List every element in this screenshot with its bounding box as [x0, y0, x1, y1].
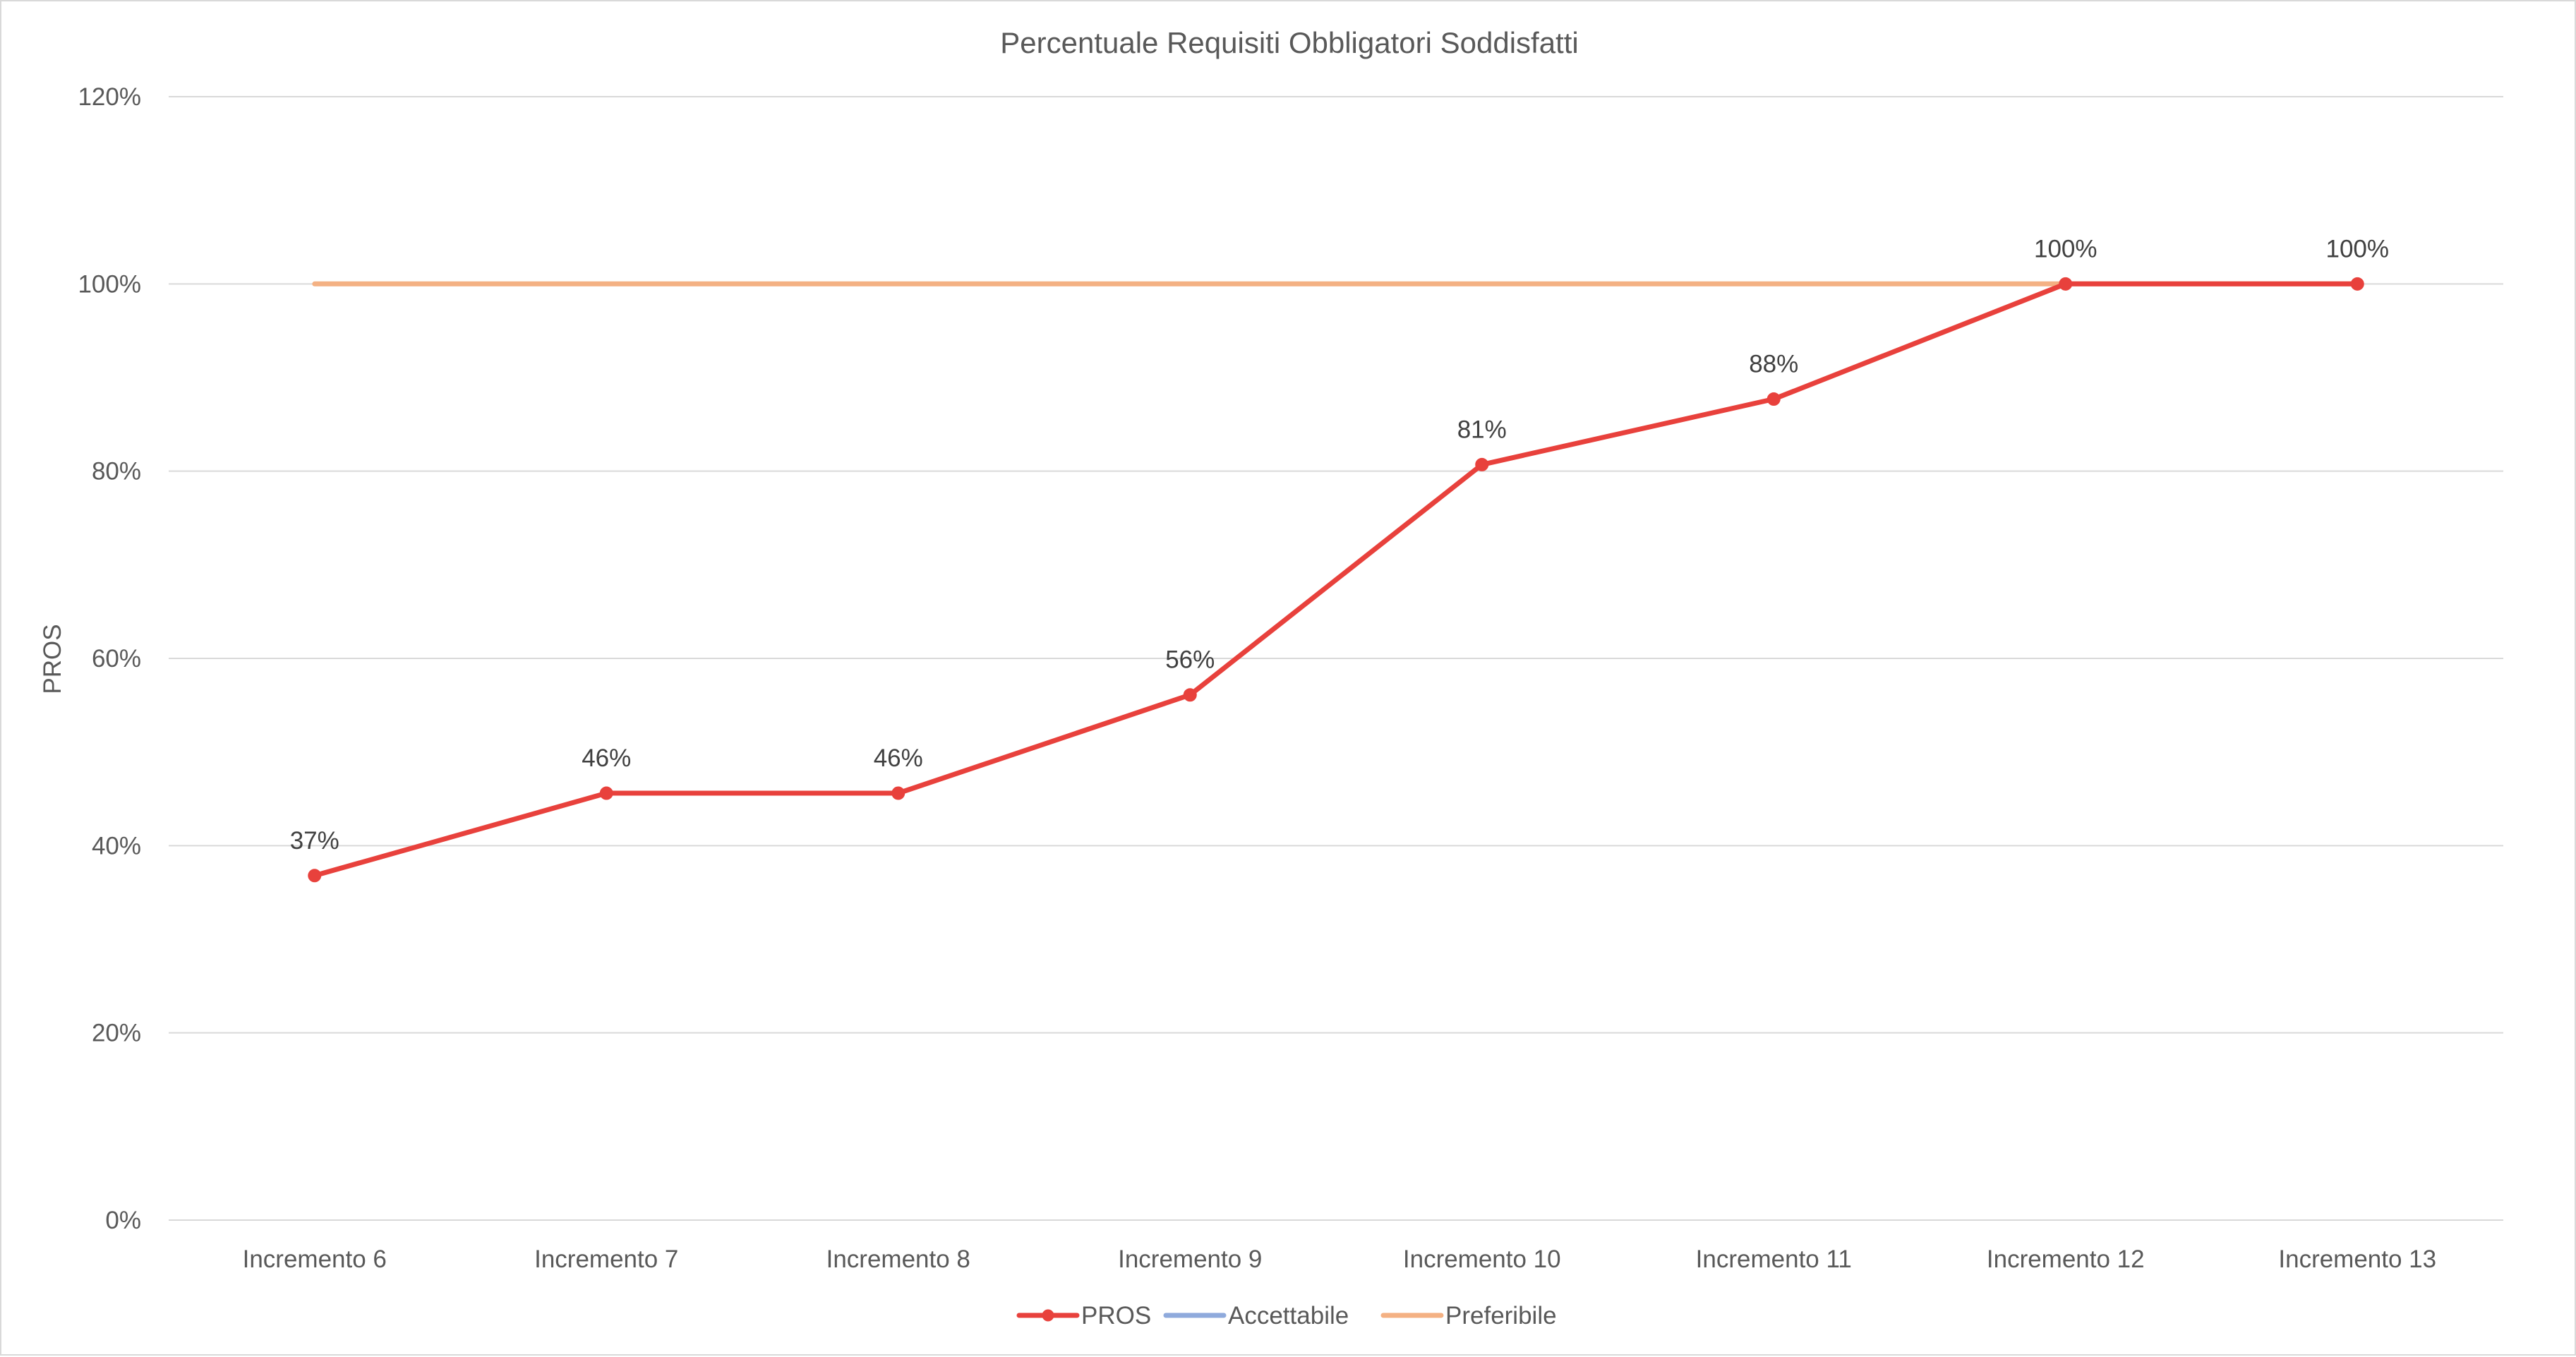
x-tick-label: Incremento 13: [2278, 1246, 2436, 1273]
data-label: 37%: [290, 827, 339, 855]
y-tick-label: 100%: [78, 270, 141, 298]
data-point: [308, 869, 322, 883]
data-label: 46%: [582, 744, 631, 772]
legend-marker: [1042, 1309, 1054, 1322]
legend-label-preferibile: Preferibile: [1445, 1302, 1557, 1329]
data-point: [891, 786, 905, 800]
x-tick-label: Incremento 10: [1403, 1246, 1561, 1273]
x-tick-label: Incremento 9: [1118, 1246, 1262, 1273]
data-label: 100%: [2034, 235, 2097, 263]
x-axis-ticks: Incremento 6 Incremento 7 Incremento 8 Incr…: [243, 1246, 2437, 1273]
series-line-pros: [312, 281, 2360, 879]
legend: PROS Accettabile Preferibile: [1016, 1302, 1557, 1329]
y-tick-label: 40%: [92, 832, 141, 860]
data-label: 81%: [1457, 416, 1507, 443]
data-label: 88%: [1749, 351, 1798, 378]
gridlines: [169, 96, 2503, 1221]
y-tick-label: 20%: [92, 1020, 141, 1047]
x-tick-label: Incremento 7: [534, 1246, 678, 1273]
series-markers: [308, 277, 2364, 883]
x-tick-label: Incremento 12: [1987, 1246, 2145, 1273]
data-labels: 37% 46% 46% 56% 81% 88% 100% 100%: [290, 235, 2389, 854]
x-tick-label: Incremento 8: [826, 1246, 970, 1273]
y-tick-label: 80%: [92, 458, 141, 485]
y-tick-label: 120%: [78, 83, 141, 111]
legend-label-accettabile: Accettabile: [1228, 1302, 1349, 1329]
x-tick-label: Incremento 11: [1696, 1246, 1852, 1273]
y-axis-ticks: 0% 20% 40% 60% 80% 100% 120%: [78, 83, 141, 1234]
legend-label-pros: PROS: [1081, 1302, 1151, 1329]
data-point: [1767, 392, 1781, 406]
chart-title: Percentuale Requisiti Obbligatori Soddis…: [1000, 26, 1578, 59]
x-tick-label: Incremento 6: [243, 1246, 387, 1273]
series-lines: [312, 281, 2360, 879]
y-tick-label: 60%: [92, 645, 141, 673]
y-tick-label: 0%: [105, 1207, 141, 1234]
data-point: [599, 786, 613, 800]
data-point: [1475, 457, 1489, 471]
data-point: [1183, 688, 1197, 702]
data-point: [2059, 277, 2073, 291]
data-point: [2350, 277, 2364, 291]
data-label: 56%: [1165, 646, 1215, 674]
y-axis-title: PROS: [39, 624, 66, 694]
data-label: 46%: [874, 744, 923, 772]
data-label: 100%: [2325, 235, 2389, 263]
